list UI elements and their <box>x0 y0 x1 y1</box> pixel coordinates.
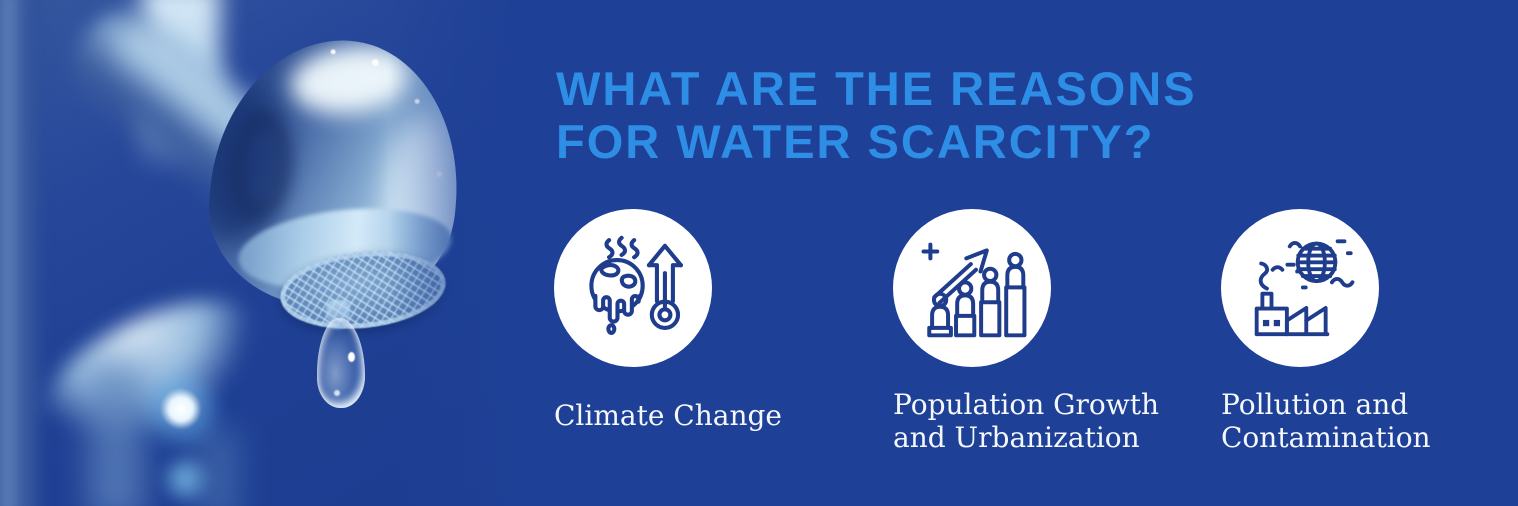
icon-circle <box>1221 209 1379 367</box>
reason-label: Population Growth and Urbanization <box>893 388 1223 454</box>
photo-fade-overlay <box>0 0 540 506</box>
reason-label: Pollution and Contamination <box>1221 388 1518 454</box>
reason-pollution-contamination: Pollution and Contamination <box>1221 209 1518 454</box>
reason-label: Climate Change <box>554 399 884 432</box>
melting-earth-thermometer-icon <box>589 235 683 335</box>
reason-climate-change: Climate Change <box>554 209 884 432</box>
page-title-line-2: FOR WATER SCARCITY? <box>556 115 1155 168</box>
faucet-photo <box>0 0 540 506</box>
population-growth-icon <box>921 242 1027 338</box>
icon-circle <box>893 209 1051 367</box>
reason-population-growth: Population Growth and Urbanization <box>893 209 1223 454</box>
page-title-line-1: WHAT ARE THE REASONS <box>556 62 1197 115</box>
reason-label-line: Contamination <box>1221 421 1431 454</box>
reason-label-line: Pollution and <box>1221 388 1409 421</box>
page-title: WHAT ARE THE REASONS FOR WATER SCARCITY? <box>556 62 1197 168</box>
factory-pollution-globe-icon <box>1254 239 1355 337</box>
icon-circle <box>554 209 712 367</box>
reason-label-line: Population Growth <box>893 388 1160 421</box>
reason-label-line: and Urbanization <box>893 421 1140 454</box>
reason-label-line: Climate Change <box>554 399 782 432</box>
